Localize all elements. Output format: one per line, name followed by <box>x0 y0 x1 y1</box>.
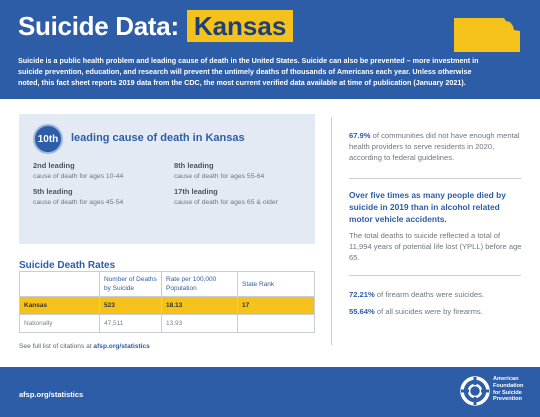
stat-motor-vehicle-comparison: Over five times as many people died by s… <box>349 190 506 224</box>
rank-item-desc: cause of death for ages 55-64 <box>174 173 265 180</box>
rank-item: 8th leading cause of death for ages 55-6… <box>174 161 304 180</box>
stat-value: 67.9% <box>349 131 371 140</box>
death-rates-table: Number of Deaths by Suicide Rate per 100… <box>19 271 315 333</box>
table-cell <box>237 314 315 333</box>
table-cell: 47,511 <box>99 314 162 333</box>
table-cell: 13.93 <box>161 314 238 333</box>
rank-panel: 10th leading cause of death in Kansas 2n… <box>19 114 315 244</box>
table-header-cell: Number of Deaths by Suicide <box>99 271 162 297</box>
footer-bar: afsp.org/statistics American Foundation … <box>0 367 540 417</box>
stat-text: of communities did not have enough menta… <box>349 131 520 162</box>
rank-item: 5th leading cause of death for ages 45-5… <box>33 187 163 206</box>
stat-value: 72.21% <box>349 290 375 299</box>
rank-item-label: 5th leading <box>33 187 73 196</box>
org-name-line: American <box>493 376 519 382</box>
org-name-line: for Suicide <box>493 389 522 396</box>
table-header-row: Number of Deaths by Suicide Rate per 100… <box>19 271 315 297</box>
org-name-line: Prevention <box>493 396 522 403</box>
stat-mental-health-providers: 67.9% of communities did not have enough… <box>349 130 524 163</box>
intro-paragraph: Suicide is a public health problem and l… <box>18 56 479 87</box>
table-header-cell <box>19 271 100 297</box>
table-title: Suicide Death Rates <box>19 260 116 271</box>
rank-item: 2nd leading cause of death for ages 10-4… <box>33 161 163 180</box>
table-header-cell: Rate per 100,000 Population <box>161 271 238 297</box>
table-cell: Nationally <box>19 314 100 333</box>
page-title: Suicide Data: Kansas <box>18 10 294 42</box>
rank-item-desc: cause of death for ages 65 & older <box>174 199 278 206</box>
kansas-map-icon <box>454 18 520 52</box>
rank-heading: leading cause of death in Kansas <box>71 132 245 144</box>
stat-firearm-suicides: 55.64% of all suicides were by firearms. <box>349 306 524 317</box>
rank-item-label: 2nd leading <box>33 161 75 170</box>
afsp-logo-icon <box>460 376 490 406</box>
table-cell: Kansas <box>19 296 100 315</box>
table-header-cell: State Rank <box>237 271 315 297</box>
footer-url-link[interactable]: afsp.org/statistics <box>19 390 84 399</box>
title-text: Suicide Data: <box>18 10 179 41</box>
table-cell: 523 <box>99 296 162 315</box>
column-divider <box>331 117 332 345</box>
org-name-line: Foundation <box>493 382 524 389</box>
state-name-badge: Kansas <box>186 10 294 42</box>
citation-note: See full list of citations at afsp.org/s… <box>19 343 150 350</box>
table-cell: 17 <box>237 296 315 315</box>
table-row: Nationally 47,511 13.93 <box>19 314 315 333</box>
divider <box>349 178 521 179</box>
rank-item-label: 17th leading <box>174 187 218 196</box>
stat-text: of firearm deaths were suicides. <box>374 290 485 299</box>
rank-item-desc: cause of death for ages 10-44 <box>33 173 124 180</box>
rank-item: 17th leading cause of death for ages 65 … <box>174 187 304 206</box>
citation-link[interactable]: afsp.org/statistics <box>93 343 150 350</box>
stat-text: of all suicides were by firearms. <box>374 307 483 316</box>
stat-ypll: The total deaths to suicide reflected a … <box>349 231 522 262</box>
header-banner: Suicide Data: Kansas Suicide is a public… <box>0 0 540 99</box>
stat-firearm-deaths: 72.21% of firearm deaths were suicides. <box>349 289 524 300</box>
rank-badge: 10th <box>33 124 63 154</box>
rank-item-label: 8th leading <box>174 161 214 170</box>
org-name: American Foundation for Suicide Preventi… <box>493 376 537 403</box>
citation-prefix: See full list of citations at <box>19 343 92 350</box>
table-row: Kansas 523 18.13 17 <box>19 296 315 315</box>
stat-value: 55.64% <box>349 307 375 316</box>
table-cell: 18.13 <box>161 296 238 315</box>
divider <box>349 275 521 276</box>
rank-item-desc: cause of death for ages 45-54 <box>33 199 124 206</box>
